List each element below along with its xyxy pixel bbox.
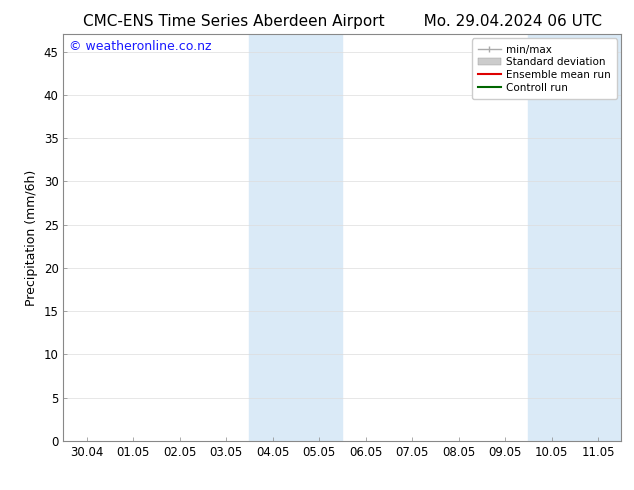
Y-axis label: Precipitation (mm/6h): Precipitation (mm/6h) [25,170,38,306]
Text: © weatheronline.co.nz: © weatheronline.co.nz [69,40,212,53]
Bar [528,34,621,441]
Title: CMC-ENS Time Series Aberdeen Airport        Mo. 29.04.2024 06 UTC: CMC-ENS Time Series Aberdeen Airport Mo.… [83,14,602,29]
Bar [249,34,342,441]
Legend: min/max, Standard deviation, Ensemble mean run, Controll run: min/max, Standard deviation, Ensemble me… [472,39,617,99]
